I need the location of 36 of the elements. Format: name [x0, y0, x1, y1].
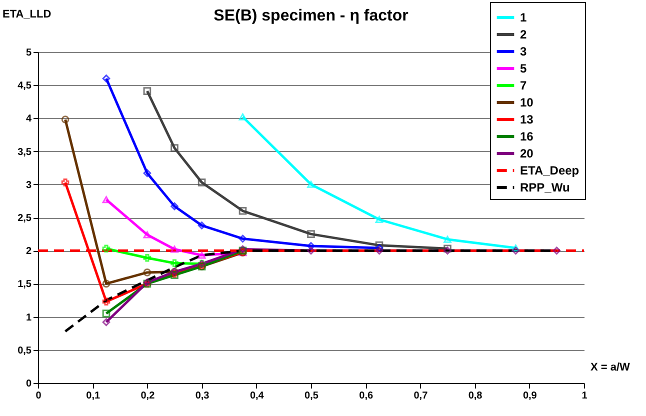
- y-tick-label: 1,5: [18, 279, 32, 290]
- legend-label: 20: [520, 146, 534, 160]
- chart-title: SE(B) specimen - η factor: [214, 8, 408, 24]
- x-axis-title: X = a/W: [590, 362, 631, 374]
- legend-label: RPP_Wu: [520, 180, 570, 194]
- y-tick-label: 2,5: [18, 213, 32, 224]
- x-tick-label: 0: [36, 390, 42, 402]
- y-tick-label: 1: [26, 312, 32, 324]
- x-tick-label: 0,9: [522, 390, 538, 402]
- x-tick-label: 0,8: [468, 390, 483, 402]
- x-tick-label: 1: [582, 390, 588, 402]
- y-tick-label: 0: [26, 378, 32, 390]
- x-tick-label: 0,7: [414, 390, 428, 402]
- legend-label: 1: [520, 10, 527, 24]
- legend-label: ETA_Deep: [520, 164, 580, 178]
- y-tick-label: 5: [26, 48, 32, 58]
- legend-label: 13: [520, 112, 534, 126]
- y-tick-label: 2: [26, 246, 32, 258]
- x-tick-label: 0,3: [195, 390, 210, 402]
- legend-label: 5: [520, 62, 527, 76]
- legend-label: 16: [520, 130, 534, 144]
- x-tick-label: 0,5: [304, 390, 319, 402]
- x-tick-label: 0,2: [140, 390, 156, 402]
- y-tick-label: 0,5: [18, 345, 32, 356]
- y-tick-label: 4: [26, 114, 32, 125]
- y-tick-label: 3: [26, 180, 32, 191]
- legend-label: 2: [520, 28, 527, 42]
- x-tick-label: 0,4: [250, 390, 264, 402]
- y-tick-label: 3,5: [18, 146, 32, 158]
- legend-label: 7: [520, 78, 527, 92]
- legend-label: 3: [520, 44, 527, 58]
- legend-label: 10: [520, 96, 534, 110]
- x-tick-label: 0,6: [359, 390, 374, 402]
- y-tick-label: 4,5: [18, 80, 32, 92]
- y-axis-title: ETA_LLD: [2, 8, 52, 20]
- x-tick-label: 0,1: [86, 390, 100, 402]
